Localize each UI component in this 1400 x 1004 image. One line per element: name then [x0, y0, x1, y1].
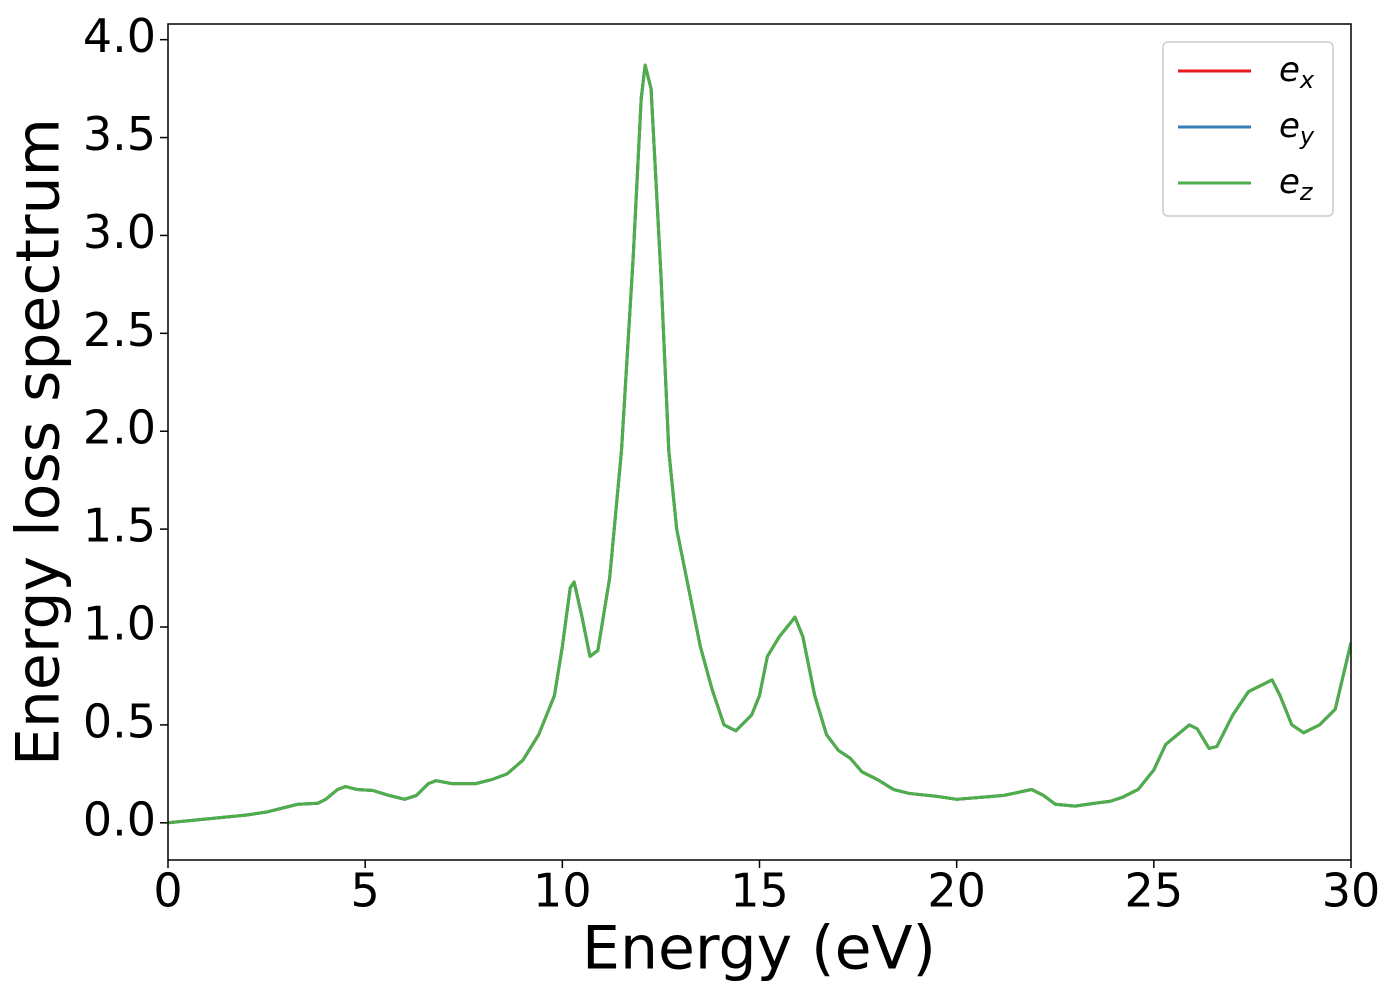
legend-label: ey	[1279, 106, 1315, 151]
data-line	[168, 63, 1351, 825]
legend-label: ez	[1279, 162, 1314, 207]
x-tick-label: 25	[1125, 864, 1184, 918]
x-tick-label: 30	[1322, 864, 1381, 918]
legend-label: ex	[1279, 50, 1315, 95]
plot-frame	[167, 23, 1352, 861]
legend: ex ey ez	[1162, 41, 1334, 217]
y-tick-label: 0.5	[83, 694, 156, 748]
x-tick-label: 0	[153, 864, 182, 918]
x-tick-label: 20	[927, 864, 986, 918]
x-tick-label: 10	[533, 864, 592, 918]
y-tick-label: 2.0	[83, 401, 156, 455]
y-tick-label: 4.0	[83, 9, 156, 63]
y-tick-label: 3.0	[83, 205, 156, 259]
y-tick-label: 1.0	[83, 597, 156, 651]
legend-frame	[1162, 41, 1334, 217]
x-axis-label: Energy (eV)	[582, 914, 936, 984]
y-tick-label: 3.5	[83, 107, 156, 161]
y-tick-label: 0.0	[83, 792, 156, 846]
x-tick-label: 5	[351, 864, 380, 918]
y-axis-label: Energy loss spectrum	[4, 118, 74, 766]
y-tick-label: 1.5	[83, 499, 156, 553]
y-tick-label: 2.5	[83, 303, 156, 357]
x-tick-label: 15	[730, 864, 789, 918]
